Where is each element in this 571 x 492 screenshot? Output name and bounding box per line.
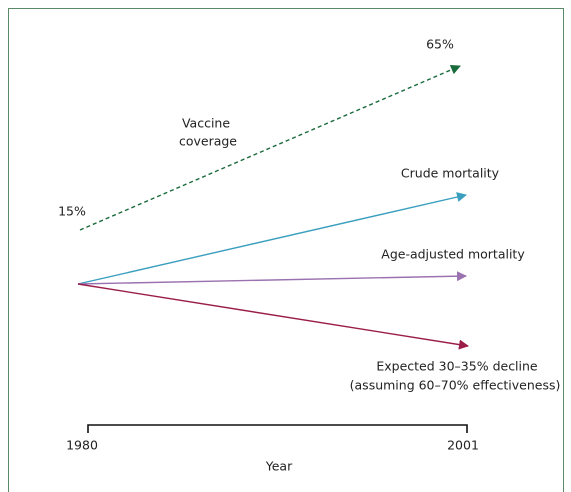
label: Age-adjusted mortality xyxy=(381,247,525,262)
axis-label: 1980 xyxy=(66,438,98,453)
label: 15% xyxy=(58,204,86,219)
label: coverage xyxy=(179,134,237,149)
axis-label: 2001 xyxy=(447,438,479,453)
label: (assuming 60–70% effectiveness) xyxy=(350,378,561,393)
label: Expected 30–35% decline xyxy=(376,359,538,374)
label: 65% xyxy=(426,37,454,52)
age-adjusted-arrow xyxy=(77,271,467,285)
frame xyxy=(8,8,564,492)
crude-arrow xyxy=(77,192,467,285)
time-axis xyxy=(87,424,468,433)
label: Vaccine xyxy=(182,116,230,131)
label: Crude mortality xyxy=(401,166,500,181)
vaccine-arrow xyxy=(79,64,461,231)
axis-title: Year xyxy=(265,459,293,474)
expected-arrow xyxy=(77,283,469,350)
